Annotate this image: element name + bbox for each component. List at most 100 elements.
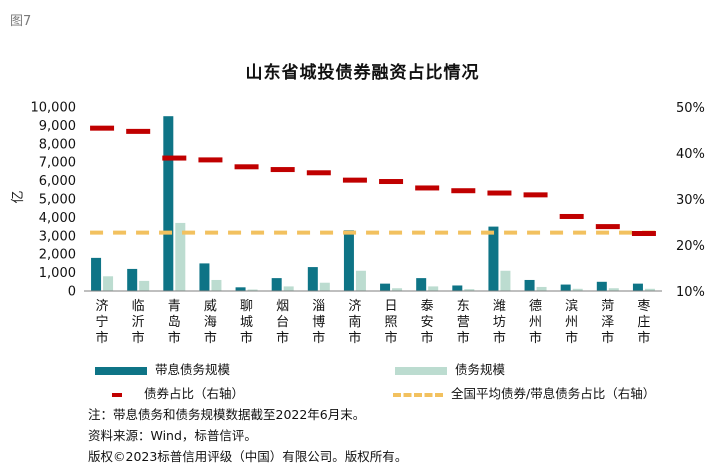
legend-label-debt: 债务规模 [455, 362, 506, 377]
legend-swatch-debt [395, 366, 447, 375]
legend-swatch-bond-ratio [112, 392, 122, 397]
x-tick-label: 威海市 [204, 299, 217, 346]
bar-debt [500, 270, 511, 291]
x-tick-label: 德州市 [529, 299, 542, 346]
bond-ratio-marker [523, 192, 548, 198]
y-tick-label: 3,000 [39, 229, 76, 244]
legend-swatch-interest-debt [95, 366, 147, 375]
y2-tick-label: 20% [676, 239, 705, 254]
bond-ratio-marker [306, 170, 331, 176]
x-tick-label: 济宁市 [96, 299, 109, 346]
bar-debt [103, 276, 114, 291]
bar-interest-debt [271, 278, 282, 291]
bar-debt [536, 286, 547, 291]
y-tick-label: 2,000 [39, 248, 76, 263]
bar-interest-debt [452, 285, 463, 291]
bond-ratio-marker [90, 125, 115, 131]
bar-debt [175, 222, 186, 291]
bar-interest-debt [488, 226, 499, 291]
y-tick-label: 8,000 [39, 137, 76, 152]
y2-tick-label: 50% [676, 101, 705, 116]
x-tick-label: 聊城市 [240, 299, 253, 346]
legend-item-debt: 债务规模 [395, 359, 505, 378]
legend-label-bond-ratio: 债券占比（右轴） [144, 386, 245, 401]
x-tick-label: 东营市 [457, 299, 470, 346]
legend-item-bond-ratio: 债券占比（右轴） [112, 383, 244, 402]
chart-title: 山东省城投债券融资占比情况 [245, 63, 480, 83]
x-tick-label: 青岛市 [168, 299, 181, 346]
bond-ratio-marker [451, 188, 476, 194]
bond-ratio-marker [631, 231, 656, 236]
bar-debt [211, 279, 222, 291]
legend-label-national-average: 全国平均债券/带息债务占比（右轴） [451, 386, 656, 401]
y-tick-label: 9,000 [39, 119, 76, 134]
legend-item-interest-debt: 带息债务规模 [95, 359, 230, 378]
bond-ratio-marker [198, 157, 223, 163]
x-tick-label: 菏泽市 [601, 299, 614, 346]
bar-debt [392, 288, 403, 291]
bond-ratio-marker [234, 164, 259, 170]
y-tick-label: 0 [68, 285, 76, 300]
x-tick-label: 烟台市 [276, 299, 289, 346]
x-tick-label: 枣庄市 [637, 299, 650, 346]
bond-ratio-marker [487, 190, 512, 196]
y-axis-label: 亿 [11, 190, 26, 203]
y-tick-label: 5,000 [39, 193, 76, 208]
bond-ratio-marker [126, 128, 151, 134]
bond-ratio-marker [379, 179, 404, 185]
bar-interest-debt [416, 278, 427, 291]
bond-ratio-marker [559, 213, 584, 219]
bar-interest-debt [560, 284, 571, 291]
bond-ratio-marker [162, 155, 187, 161]
y2-tick-label: 10% [676, 285, 705, 300]
x-tick-label: 淄博市 [312, 299, 325, 346]
x-tick-label: 滨州市 [565, 298, 578, 346]
bar-interest-debt [91, 257, 102, 291]
bar-interest-debt [380, 283, 391, 291]
bar-debt [247, 289, 258, 291]
x-tick-label: 日照市 [385, 299, 398, 346]
bar-interest-debt [163, 116, 174, 291]
bar-debt [139, 280, 150, 291]
x-tick-label: 潍坊市 [493, 299, 506, 346]
bar-interest-debt [343, 230, 354, 291]
bond-ratio-marker [415, 185, 440, 191]
bar-debt [283, 286, 294, 291]
y-tick-label: 7,000 [39, 156, 76, 171]
bar-interest-debt [199, 263, 210, 291]
y-tick-label: 6,000 [39, 174, 76, 189]
bar-debt [572, 288, 583, 291]
x-tick-label: 济南市 [348, 299, 361, 346]
bar-debt [428, 286, 439, 291]
bar-interest-debt [127, 268, 138, 291]
bar-interest-debt [632, 283, 643, 291]
y-tick-label: 4,000 [39, 211, 76, 226]
bar-debt [644, 288, 655, 291]
bar-debt [464, 289, 475, 291]
bar-interest-debt [596, 281, 607, 291]
y-tick-label: 1,000 [39, 266, 76, 281]
note-copyright: 版权©2023标普信用评级（中国）有限公司。版权所有。 [88, 449, 408, 464]
bar-debt [608, 288, 619, 291]
y-tick-label: 10,000 [31, 101, 77, 116]
x-tick-label: 临沂市 [132, 299, 145, 346]
figure-label: 图7 [10, 14, 32, 29]
y2-tick-label: 40% [676, 147, 705, 162]
note-data-date: 注：带息债务和债务规模数据截至2022年6月末。 [88, 407, 366, 422]
legend-swatch-national-average [393, 392, 443, 397]
bar-interest-debt [307, 267, 318, 291]
bar-interest-debt [524, 279, 535, 291]
legend-item-national-average: 全国平均债券/带息债务占比（右轴） [393, 383, 655, 402]
bar-debt [319, 282, 330, 291]
bond-ratio-marker [595, 224, 620, 230]
bond-ratio-marker [270, 167, 295, 173]
bar-interest-debt [235, 287, 246, 291]
bar-debt [355, 270, 366, 291]
y2-tick-label: 30% [676, 193, 705, 208]
legend-label-interest-debt: 带息债务规模 [155, 362, 231, 377]
x-tick-label: 泰安市 [421, 299, 434, 346]
note-source: 资料来源：Wind，标普信评。 [88, 428, 257, 443]
bond-ratio-marker [342, 177, 367, 183]
